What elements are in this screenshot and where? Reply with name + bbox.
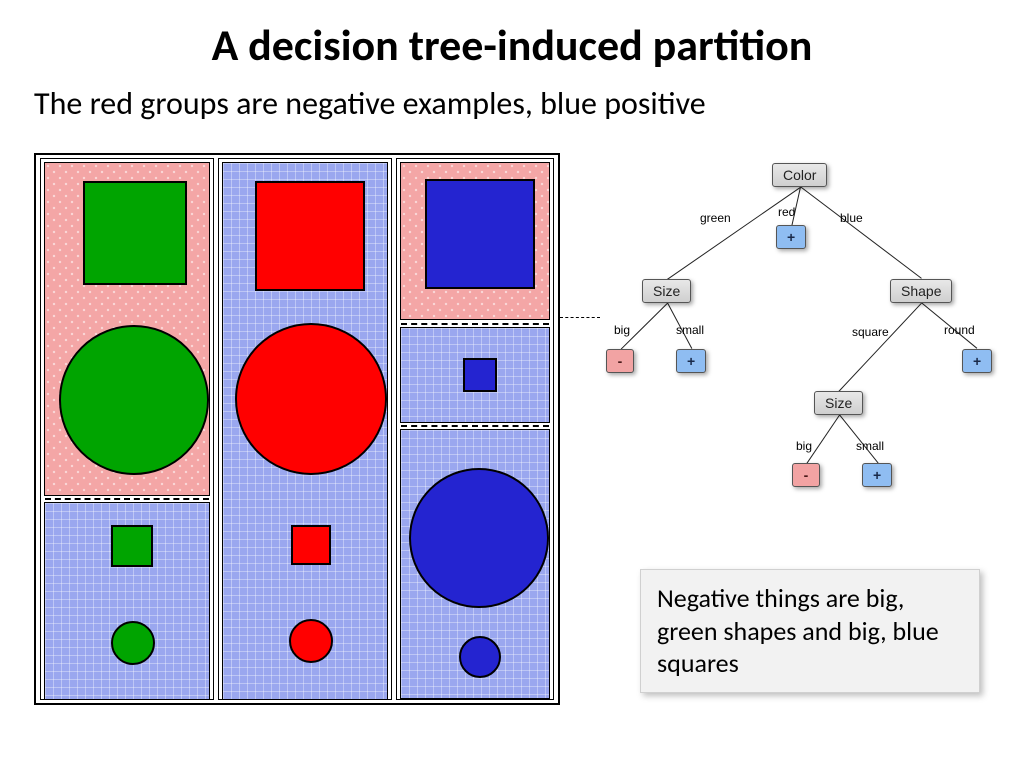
tree-node-size1: Size — [642, 279, 691, 303]
tree-node-plus2: + — [676, 349, 706, 373]
green-square-icon — [83, 181, 187, 285]
tree-edge — [839, 303, 922, 392]
red-circle-icon — [235, 323, 387, 475]
edge-label: big — [614, 323, 630, 337]
cell-divider — [401, 323, 549, 325]
edge-label: square — [852, 325, 889, 339]
red-square-icon — [255, 181, 365, 291]
green-circle-icon — [59, 325, 209, 475]
positive-region — [222, 162, 388, 700]
edge-label: red — [778, 205, 795, 219]
tree-node-neg2: - — [792, 463, 820, 487]
tree-edge — [800, 186, 922, 279]
tree-node-size2: Size — [814, 391, 863, 415]
edge-label: big — [796, 439, 812, 453]
edge-label: small — [676, 323, 704, 337]
green-square-icon — [111, 525, 153, 567]
negative-region — [400, 162, 550, 320]
negative-region — [44, 162, 210, 496]
connector-dash — [560, 317, 600, 318]
tree-node-plus3: + — [962, 349, 992, 373]
partition-column — [40, 158, 214, 700]
tree-node-color: Color — [772, 163, 827, 187]
blue-square-icon — [425, 179, 535, 289]
red-square-icon — [291, 525, 331, 565]
diagram-stage: Color Size + Shape - + + Size - + green red blue big s… — [0, 123, 1024, 753]
blue-circle-icon — [459, 636, 501, 678]
tree-node-plus4: + — [862, 463, 892, 487]
edge-label: green — [700, 211, 731, 225]
edge-label: blue — [840, 211, 863, 225]
edge-label: round — [944, 323, 975, 337]
edge-label: small — [856, 439, 884, 453]
tree-node-plus1: + — [776, 225, 806, 249]
page-title: A decision tree-induced partition — [0, 18, 1024, 72]
cell-divider — [401, 425, 549, 427]
blue-circle-icon — [409, 468, 549, 608]
tree-node-shape: Shape — [890, 279, 952, 303]
caption-box: Negative things are big, green shapes an… — [640, 569, 980, 693]
decision-tree: Color Size + Shape - + + Size - + green red blue big s… — [600, 163, 1000, 543]
red-circle-icon — [289, 619, 333, 663]
partition-column — [396, 158, 554, 700]
positive-region — [400, 429, 550, 699]
partition-grid — [34, 153, 560, 705]
cell-divider — [45, 498, 209, 500]
green-circle-icon — [111, 621, 155, 665]
positive-region — [44, 502, 210, 700]
page-subtitle: The red groups are negative examples, bl… — [34, 84, 1024, 123]
positive-region — [400, 327, 550, 423]
blue-square-icon — [463, 358, 497, 392]
partition-column — [218, 158, 392, 700]
tree-node-neg1: - — [606, 349, 634, 373]
